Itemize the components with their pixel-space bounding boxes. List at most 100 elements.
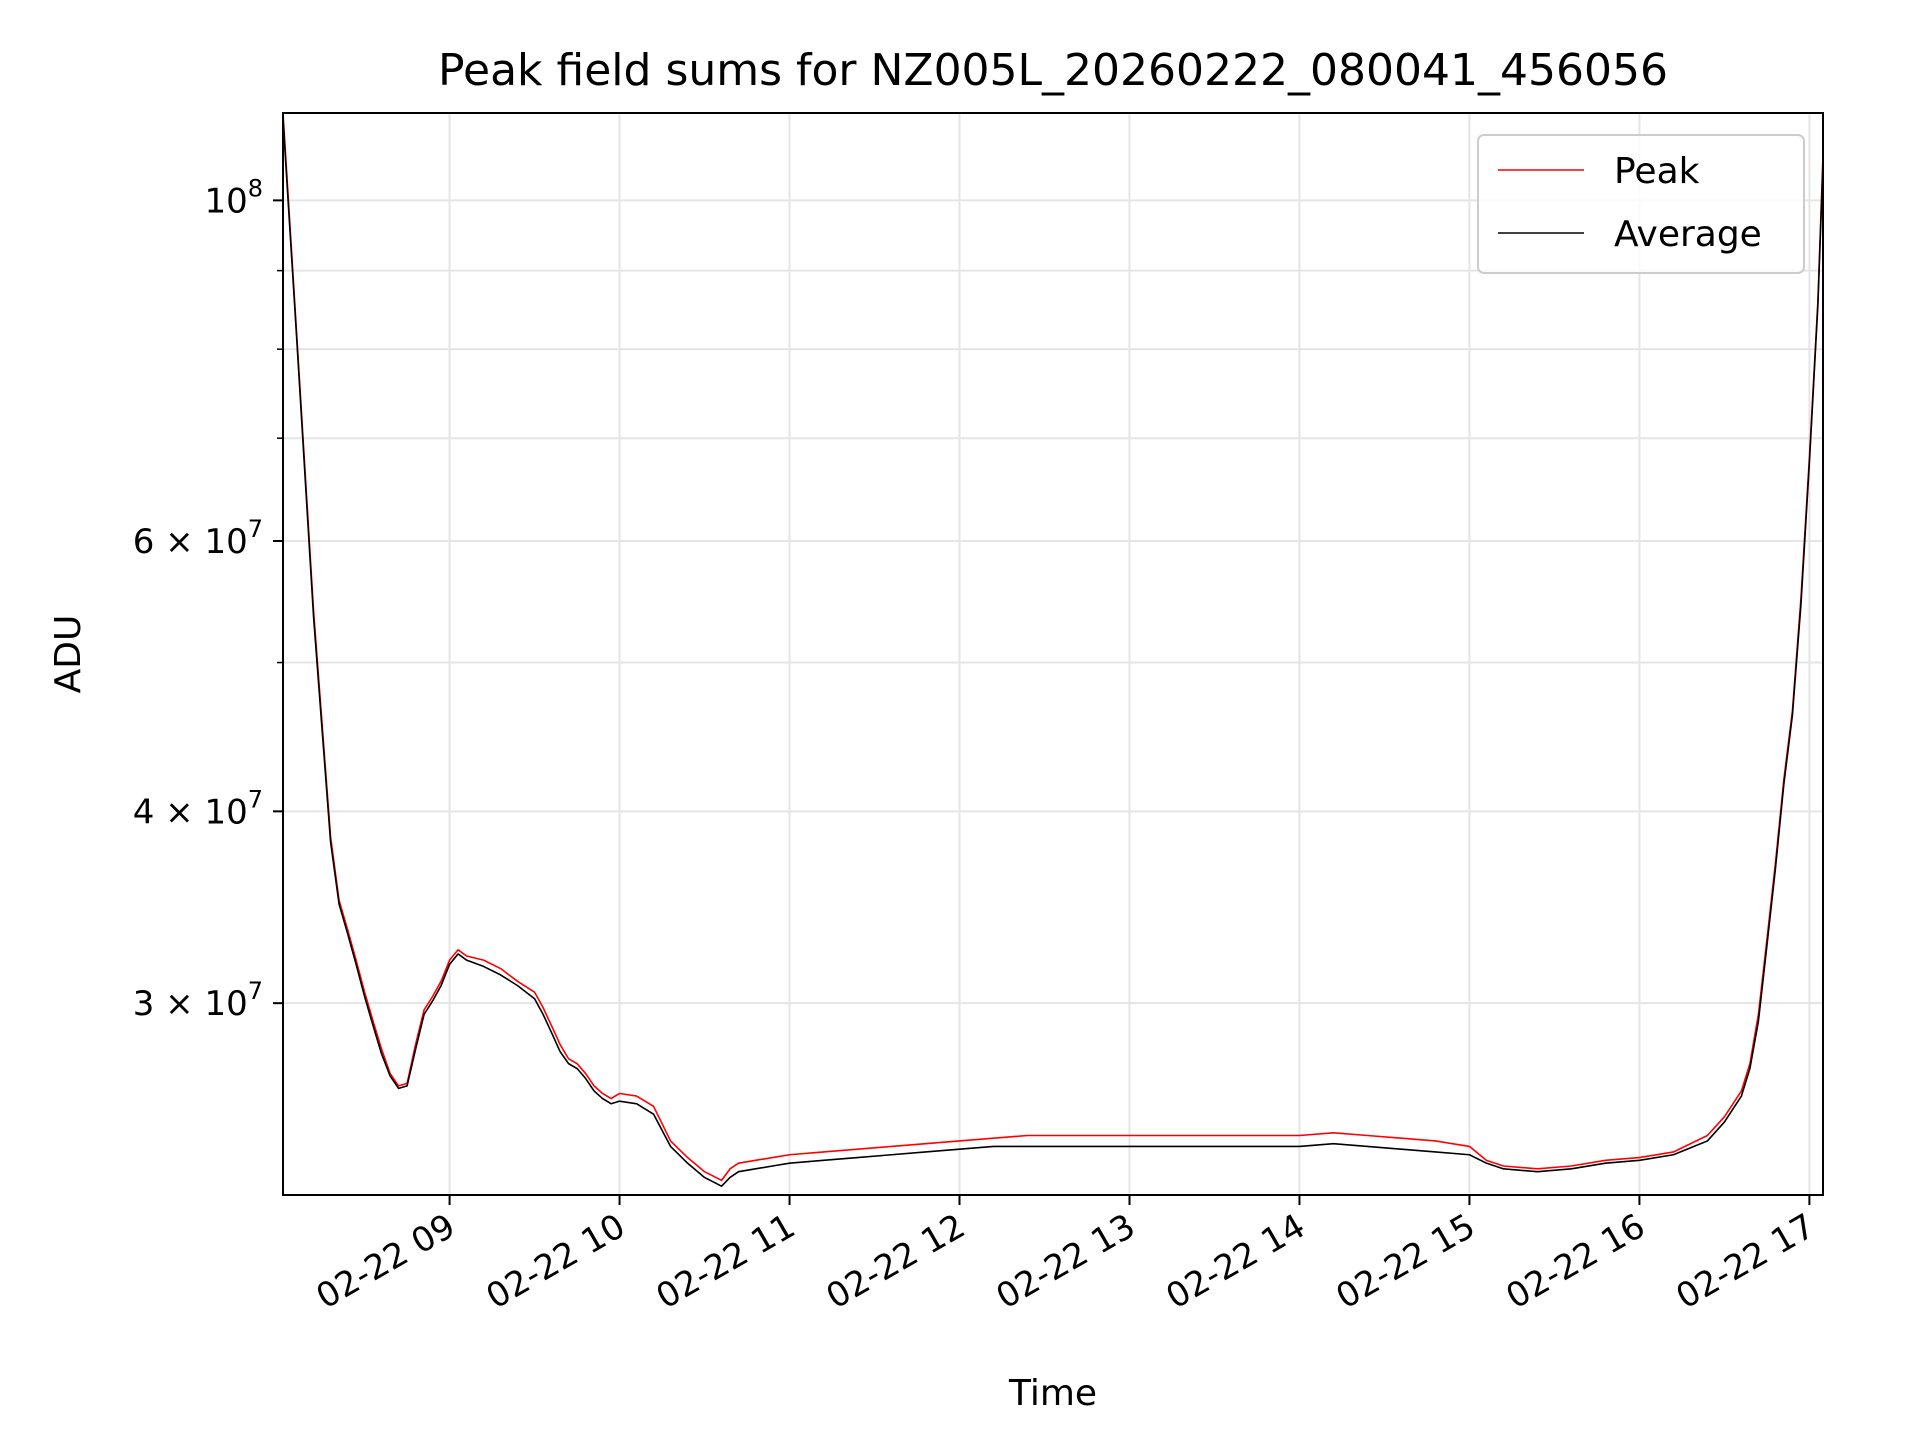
data-point-peak bbox=[516, 980, 519, 982]
data-point-peak bbox=[567, 1058, 570, 1060]
data-point-average bbox=[550, 1032, 553, 1034]
data-point-peak bbox=[1128, 1134, 1131, 1137]
data-point-peak bbox=[1536, 1168, 1539, 1170]
data-point-peak bbox=[771, 1156, 774, 1159]
data-point-average bbox=[669, 1145, 672, 1148]
data-point-peak bbox=[1060, 1134, 1063, 1137]
data-point-peak bbox=[584, 1072, 587, 1075]
data-point-average bbox=[652, 1113, 655, 1115]
data-point-average bbox=[1468, 1154, 1471, 1156]
data-point-average bbox=[355, 963, 357, 965]
data-point-average bbox=[1774, 868, 1777, 870]
data-point-average bbox=[440, 985, 442, 987]
data-point-average bbox=[338, 903, 340, 905]
data-point-peak bbox=[499, 967, 502, 970]
data-point-peak bbox=[448, 959, 451, 961]
data-point-peak bbox=[1264, 1134, 1267, 1137]
data-point-peak bbox=[593, 1085, 595, 1087]
data-point-peak bbox=[1196, 1134, 1199, 1137]
data-point-average bbox=[1332, 1143, 1335, 1145]
data-point-average bbox=[363, 995, 366, 998]
data-point-average bbox=[1128, 1145, 1131, 1148]
data-point-peak bbox=[890, 1145, 893, 1148]
data-point-peak bbox=[380, 1048, 383, 1050]
y-tick-label-exponent: 7 bbox=[248, 515, 263, 543]
data-point-peak bbox=[729, 1168, 731, 1170]
y-tick-label-part: 3 bbox=[133, 984, 155, 1024]
data-point-average bbox=[1400, 1148, 1403, 1150]
data-point-peak bbox=[924, 1143, 927, 1145]
y-tick-label-part: 10 bbox=[204, 522, 247, 562]
y-tick-label: 3 × 107 bbox=[133, 977, 263, 1024]
series-layer bbox=[282, 112, 1824, 1187]
data-point-peak bbox=[431, 995, 434, 998]
data-point-peak bbox=[533, 991, 536, 993]
data-point-average bbox=[296, 336, 298, 338]
data-point-peak bbox=[1706, 1134, 1709, 1137]
data-point-peak bbox=[559, 1043, 561, 1046]
data-point-average bbox=[1060, 1145, 1063, 1148]
data-point-peak bbox=[1570, 1165, 1573, 1167]
data-point-average bbox=[1757, 1020, 1760, 1022]
y-tick-label-part: × bbox=[154, 792, 204, 832]
data-point-peak bbox=[1298, 1134, 1301, 1137]
y-axis-label: ADU bbox=[48, 615, 89, 694]
data-point-average bbox=[1434, 1151, 1437, 1153]
y-tick-label-exponent: 7 bbox=[248, 785, 263, 813]
data-point-average bbox=[346, 932, 349, 935]
data-point-average bbox=[431, 1000, 434, 1002]
data-point-average bbox=[1264, 1145, 1267, 1148]
data-point-average bbox=[992, 1145, 995, 1148]
data-point-peak bbox=[542, 1007, 544, 1009]
data-point-average bbox=[1783, 783, 1785, 785]
data-point-average bbox=[329, 841, 332, 843]
data-point-average bbox=[1366, 1145, 1369, 1148]
data-point-peak bbox=[737, 1162, 740, 1164]
data-point-average bbox=[1570, 1168, 1573, 1170]
data-point-average bbox=[559, 1050, 561, 1053]
data-point-average bbox=[1817, 304, 1819, 306]
data-point-peak bbox=[1604, 1159, 1607, 1161]
data-point-average bbox=[1196, 1145, 1199, 1148]
y-tick-label-part: × bbox=[154, 984, 204, 1024]
data-point-average bbox=[686, 1162, 689, 1164]
data-point-average bbox=[1766, 945, 1768, 947]
data-point-peak bbox=[1434, 1140, 1437, 1142]
data-point-average bbox=[1485, 1162, 1488, 1164]
data-point-average bbox=[1800, 604, 1802, 606]
data-point-average bbox=[618, 1100, 621, 1102]
data-point-peak bbox=[397, 1085, 400, 1087]
data-point-average bbox=[482, 965, 485, 968]
data-point-peak bbox=[482, 959, 485, 961]
data-point-peak bbox=[669, 1140, 672, 1142]
chart-title: Peak field sums for NZ005L_20260222_0800… bbox=[438, 45, 1668, 96]
data-point-average bbox=[754, 1168, 757, 1170]
data-point-average bbox=[397, 1087, 400, 1090]
data-point-average bbox=[729, 1176, 731, 1179]
data-point-average bbox=[533, 998, 536, 1000]
data-point-peak bbox=[1094, 1134, 1097, 1137]
data-point-average bbox=[448, 963, 451, 965]
legend-peak-label: Peak bbox=[1614, 151, 1700, 192]
data-point-average bbox=[1672, 1154, 1675, 1156]
data-point-average bbox=[1706, 1140, 1709, 1142]
data-point-average bbox=[1791, 714, 1793, 716]
data-point-peak bbox=[550, 1025, 553, 1027]
data-point-peak bbox=[635, 1095, 638, 1097]
data-point-peak bbox=[992, 1137, 995, 1139]
data-point-average bbox=[389, 1075, 391, 1077]
y-tick-label: 4 × 107 bbox=[133, 785, 263, 832]
data-point-average bbox=[601, 1097, 604, 1100]
data-point-peak bbox=[601, 1092, 604, 1095]
data-point-peak bbox=[686, 1156, 689, 1159]
data-point-average bbox=[635, 1103, 638, 1105]
data-point-peak bbox=[754, 1159, 757, 1161]
legend-average-label: Average bbox=[1614, 214, 1762, 255]
data-point-peak bbox=[1468, 1145, 1471, 1148]
data-point-average bbox=[576, 1067, 578, 1070]
data-point-peak bbox=[1723, 1116, 1726, 1118]
data-point-average bbox=[737, 1171, 740, 1173]
y-tick-label-part: 10 bbox=[204, 181, 247, 221]
data-point-average bbox=[406, 1085, 408, 1087]
data-point-peak bbox=[1366, 1134, 1369, 1137]
